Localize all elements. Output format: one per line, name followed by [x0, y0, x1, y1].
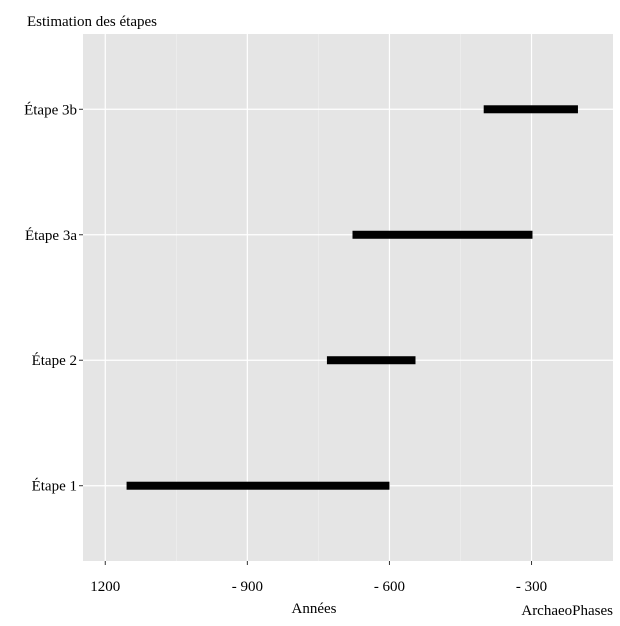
- chart-caption: ArchaeoPhases: [521, 603, 613, 619]
- y-axis: Étape 1 Étape 2 Étape 3a Étape 3b: [24, 101, 83, 495]
- interval-bars: [126, 105, 578, 490]
- interval-bar--tape-3b: [483, 105, 578, 114]
- x-tick-label: - 300: [516, 579, 547, 595]
- x-tick-label: 1200: [90, 579, 120, 595]
- y-tick-label: Étape 3a: [25, 227, 77, 244]
- plot-panel: [83, 34, 613, 561]
- y-tick-label: Étape 3b: [24, 101, 77, 118]
- chart-title: Estimation des étapes: [27, 14, 157, 30]
- x-axis: 1200 - 900 - 600 - 300: [90, 561, 547, 595]
- interval-bar--tape-2: [326, 356, 416, 365]
- y-tick-label: Étape 1: [32, 478, 77, 495]
- interval-bar--tape-1: [126, 481, 390, 490]
- x-tick-label: - 900: [232, 579, 263, 595]
- x-axis-title: Années: [292, 601, 337, 617]
- interval-bar--tape-3a: [352, 230, 533, 239]
- y-tick-label: Étape 2: [32, 352, 77, 369]
- x-tick-label: - 600: [374, 579, 405, 595]
